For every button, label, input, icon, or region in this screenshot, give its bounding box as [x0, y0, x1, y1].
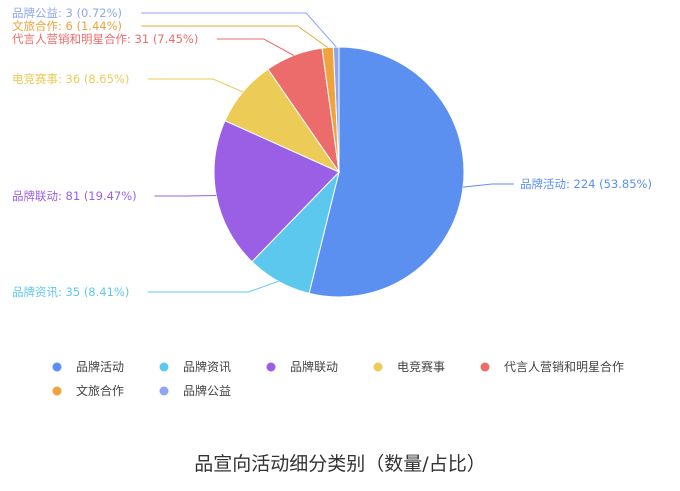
leader-line [141, 12, 337, 48]
legend-marker [52, 362, 62, 372]
legend-item[interactable]: 品牌公益 [159, 384, 232, 398]
legend-marker [52, 386, 62, 396]
legend-item[interactable]: 品牌活动 [52, 360, 125, 374]
leader-line [147, 78, 244, 93]
legend-label: 品牌活动 [76, 360, 124, 374]
legend-item[interactable]: 文旅合作 [52, 383, 125, 398]
legend-item[interactable]: 品牌资讯 [159, 360, 232, 374]
slice-label: 品牌资讯: 35 (8.41%) [12, 285, 129, 299]
slice-label: 品牌联动: 81 (19.47%) [12, 189, 137, 203]
legend-marker [480, 362, 490, 372]
pie-slice[interactable] [308, 46, 465, 298]
legend-item[interactable]: 代言人营销和明星合作 [480, 359, 625, 374]
slice-label: 品牌公益: 3 (0.72%) [12, 6, 122, 20]
leader-line [147, 280, 279, 293]
leader-line [141, 25, 328, 48]
legend-marker [159, 386, 169, 396]
legend-item[interactable]: 品牌联动 [266, 360, 339, 374]
legend-label: 文旅合作 [76, 383, 124, 398]
legend-marker [159, 362, 169, 372]
slice-label: 品牌活动: 224 (53.85%) [520, 177, 652, 191]
slice-label: 代言人营销和明星合作: 31 (7.45%) [12, 32, 198, 46]
slice-labels: 品牌活动: 224 (53.85%) 品牌资讯: 35 (8.41%) 品牌联动: … [12, 6, 652, 299]
leader-lines [141, 12, 514, 293]
leader-line [216, 38, 295, 56]
pie-slice[interactable] [332, 46, 340, 173]
chart-title: 品宣向活动细分类别（数量/占比） [194, 453, 485, 475]
slice-label: 电竞赛事: 36 (8.65%) [12, 72, 129, 86]
leader-line [463, 183, 514, 188]
legend-label: 品牌联动 [290, 360, 338, 374]
legend-marker [373, 362, 383, 372]
legend-marker [266, 362, 276, 372]
pie-slice[interactable] [213, 120, 340, 263]
legend-item[interactable]: 电竞赛事 [373, 359, 446, 374]
legend-label: 电竞赛事 [397, 359, 445, 374]
legend-label: 品牌资讯 [183, 360, 231, 374]
slice-label: 文旅合作: 6 (1.44%) [12, 19, 122, 33]
legend-label: 品牌公益 [183, 384, 231, 398]
legend-label: 代言人营销和明星合作 [504, 359, 624, 374]
pie-slices [213, 46, 465, 298]
leader-line [154, 195, 217, 197]
